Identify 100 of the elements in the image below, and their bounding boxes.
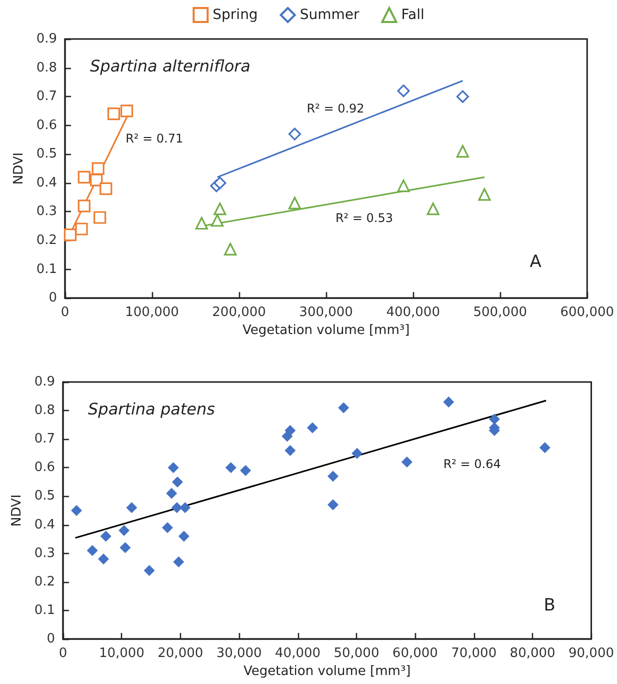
point xyxy=(288,128,302,140)
x-tick-label: 500,000 xyxy=(473,305,527,320)
point xyxy=(214,176,226,190)
point xyxy=(126,502,138,514)
point xyxy=(397,180,410,192)
y-tick-label: 0.7 xyxy=(36,89,57,104)
y-tick-label: 0 xyxy=(46,632,55,646)
point xyxy=(214,202,226,216)
point xyxy=(478,188,491,201)
point xyxy=(90,174,103,186)
point xyxy=(107,108,120,120)
x-tick-label: 30,000 xyxy=(216,646,262,661)
y-tick-label: 0.6 xyxy=(34,460,55,476)
y-tick-label: 0.2 xyxy=(36,233,57,248)
point xyxy=(168,462,179,474)
x-tick-label: 90,000 xyxy=(568,646,614,661)
annotation: A xyxy=(530,252,542,272)
point xyxy=(306,422,318,434)
legend-label: Fall xyxy=(401,7,424,23)
point xyxy=(195,216,208,230)
y-axis-title: NDVI xyxy=(9,494,24,527)
y-tick-label: 0.6 xyxy=(36,118,57,133)
point xyxy=(456,144,469,158)
y-tick-label: 0.8 xyxy=(34,403,55,418)
point xyxy=(240,465,252,476)
point xyxy=(401,456,412,468)
annotation: R² = 0.71 xyxy=(126,131,184,146)
point xyxy=(94,211,106,224)
x-axis-title: Vegetation volume [mm³] xyxy=(244,664,411,679)
x-tick-label: 400,000 xyxy=(386,305,440,320)
x-tick-label: 200,000 xyxy=(212,305,266,320)
y-tick-label: 0.1 xyxy=(34,602,55,618)
y-tick-label: 0.8 xyxy=(36,60,57,76)
x-tick-label: 100,000 xyxy=(125,305,179,320)
annotation: B xyxy=(544,596,556,616)
legend-label: Spring xyxy=(212,7,258,23)
point xyxy=(144,564,155,576)
point xyxy=(338,402,350,414)
point xyxy=(120,104,134,118)
y-tick-label: 0.4 xyxy=(34,517,55,532)
point xyxy=(78,170,90,184)
x-tick-label: 600,000 xyxy=(560,305,614,320)
point xyxy=(75,222,88,236)
y-tick-label: 0.9 xyxy=(34,374,55,390)
point xyxy=(180,502,191,514)
y-tick-label: 0.7 xyxy=(34,432,55,447)
x-tick-label: 20,000 xyxy=(158,646,204,661)
point xyxy=(171,502,182,514)
point xyxy=(173,556,184,568)
point xyxy=(166,488,178,499)
x-tick-label: 10,000 xyxy=(98,646,144,661)
y-tick-label: 0.5 xyxy=(34,488,55,504)
annotation: R² = 0.92 xyxy=(306,102,364,116)
point xyxy=(397,84,410,98)
point xyxy=(328,499,338,510)
legend-label: Summer xyxy=(300,7,360,23)
text: Spartina alterniflora xyxy=(90,56,250,76)
point xyxy=(100,182,112,195)
point xyxy=(225,462,236,474)
point xyxy=(328,470,338,482)
x-tick-label: 40,000 xyxy=(275,646,321,661)
point xyxy=(443,396,454,408)
y-tick-label: 0.2 xyxy=(34,574,55,590)
point xyxy=(120,542,131,554)
y-tick-label: 0.5 xyxy=(36,146,57,162)
point xyxy=(78,200,90,212)
point xyxy=(118,524,130,536)
point xyxy=(284,425,296,436)
x-tick-label: 0 xyxy=(58,646,68,661)
point xyxy=(98,554,109,565)
point xyxy=(64,228,77,242)
point xyxy=(172,476,183,488)
annotation: R² = 0.53 xyxy=(335,210,394,225)
point xyxy=(162,522,173,534)
text: Spartina patens xyxy=(88,400,215,418)
point xyxy=(539,442,550,454)
point xyxy=(86,544,98,556)
point xyxy=(71,505,82,516)
x-tick-label: 60,000 xyxy=(392,646,438,661)
y-tick-label: 0.1 xyxy=(36,262,57,277)
y-tick-label: 0.3 xyxy=(36,204,57,220)
y-tick-label: 0.4 xyxy=(36,175,57,190)
annotation: R² = 0.64 xyxy=(443,457,501,472)
point xyxy=(284,445,296,456)
x-tick-label: 300,000 xyxy=(299,305,353,320)
x-tick-label: 50,000 xyxy=(334,646,380,661)
x-tick-label: 80,000 xyxy=(510,646,556,661)
point xyxy=(178,530,190,542)
y-tick-label: 0.9 xyxy=(36,32,57,46)
x-axis-title: Vegetation volume [mm³] xyxy=(242,323,410,338)
point xyxy=(100,530,112,542)
point xyxy=(488,414,500,425)
point xyxy=(456,90,469,103)
y-tick-label: 0.3 xyxy=(34,546,55,561)
point xyxy=(288,196,302,210)
x-tick-label: 0 xyxy=(60,305,70,320)
point xyxy=(352,448,363,459)
x-tick-label: 70,000 xyxy=(451,646,497,661)
point xyxy=(426,202,440,216)
point xyxy=(210,214,224,227)
